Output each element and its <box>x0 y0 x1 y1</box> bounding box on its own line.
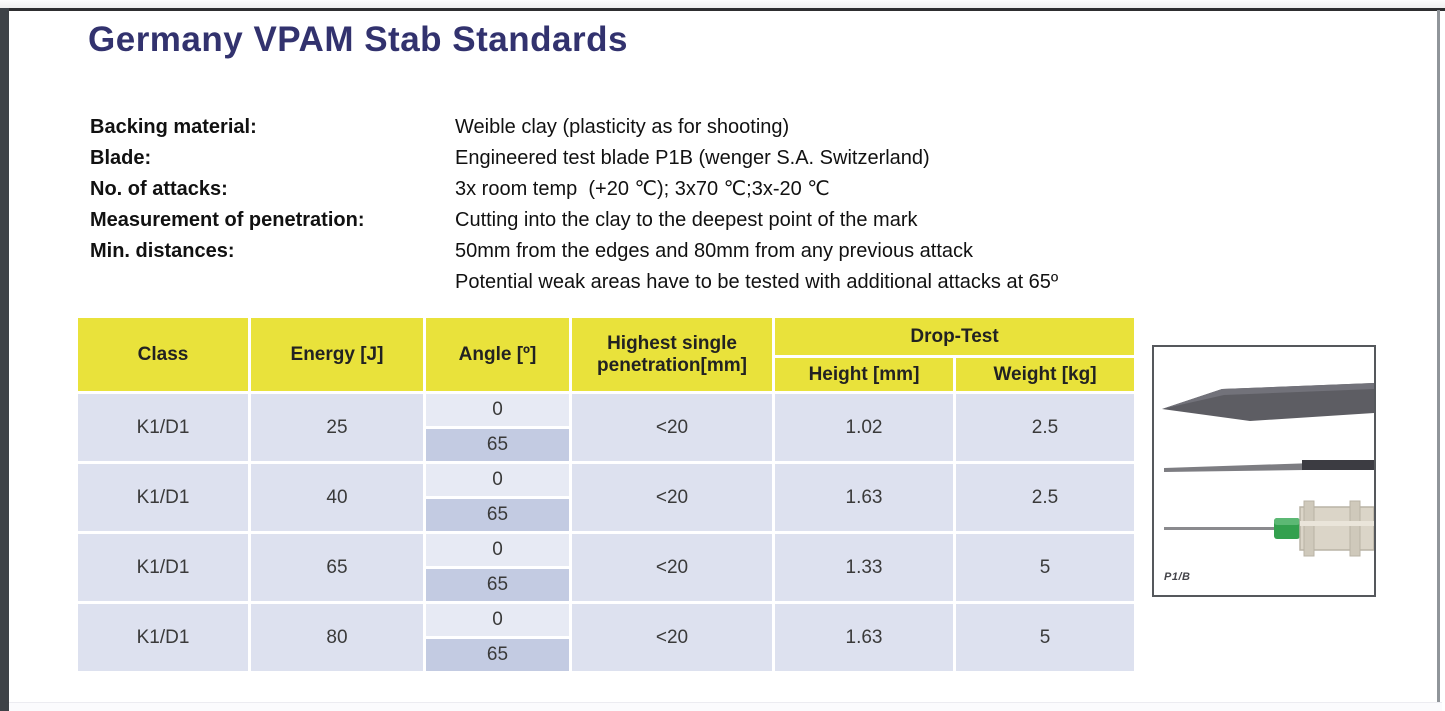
cell-weight: 5 <box>956 534 1134 601</box>
cell-height: 1.33 <box>775 534 953 601</box>
cell-class: K1/D1 <box>78 604 248 671</box>
spec-label: No. of attacks: <box>90 178 228 200</box>
cell-angle-0: 0 <box>426 604 569 636</box>
cell-angle-0: 0 <box>426 394 569 426</box>
test-blade-icon <box>1162 383 1374 421</box>
cell-angle-65: 65 <box>426 499 569 531</box>
spec-label: Backing material: <box>90 116 257 138</box>
cell-weight: 2.5 <box>956 394 1134 461</box>
cell-penetration: <20 <box>572 394 772 461</box>
table-row: K1/D1 80 0 <20 1.63 5 <box>78 604 1134 671</box>
cell-angle-0: 0 <box>426 464 569 496</box>
stab-standards-table: Class Energy [J] Angle [º] Highest singl… <box>75 315 1137 674</box>
cell-height: 1.63 <box>775 464 953 531</box>
cell-weight: 2.5 <box>956 464 1134 531</box>
cell-class: K1/D1 <box>78 394 248 461</box>
spec-value: Potential weak areas have to be tested w… <box>455 271 1059 293</box>
col-header-weight: Weight [kg] <box>956 358 1134 391</box>
cell-energy: 25 <box>251 394 423 461</box>
window-top-border <box>0 8 1445 11</box>
cell-energy: 40 <box>251 464 423 531</box>
spec-value: 50mm from the edges and 80mm from any pr… <box>455 240 974 262</box>
blade-figure-graphic <box>1162 383 1374 557</box>
col-header-energy: Energy [J] <box>251 318 423 391</box>
window-left-border <box>0 8 9 711</box>
table-subrow: 65 <box>78 639 1134 671</box>
cell-height: 1.63 <box>775 604 953 671</box>
spec-value: 3x room temp (+20 ℃); 3x70 ℃;3x-20 ℃ <box>455 178 830 200</box>
spec-label: Blade: <box>90 147 152 169</box>
cell-weight: 5 <box>956 604 1134 671</box>
cell-class: K1/D1 <box>78 534 248 601</box>
spec-label: Measurement of penetration: <box>90 209 365 231</box>
spec-label: Min. distances: <box>90 240 235 262</box>
cell-penetration: <20 <box>572 464 772 531</box>
cell-energy: 65 <box>251 534 423 601</box>
cell-penetration: <20 <box>572 604 772 671</box>
table-subrow: 65 <box>78 569 1134 601</box>
table-row: K1/D1 25 0 <20 1.02 2.5 <box>78 394 1134 461</box>
spec-label <box>90 267 455 298</box>
cell-angle-65: 65 <box>426 569 569 601</box>
window-top-strip <box>0 0 1445 8</box>
cell-angle-0: 0 <box>426 534 569 566</box>
table-header-row: Class Energy [J] Angle [º] Highest singl… <box>78 318 1134 391</box>
col-header-penetration: Highest single penetration[mm] <box>572 318 772 391</box>
cell-penetration: <20 <box>572 534 772 601</box>
spec-value: Engineered test blade P1B (wenger S.A. S… <box>455 147 930 169</box>
table-subrow: 65 <box>78 429 1134 461</box>
spec-list: Backing material: Weible clay (plasticit… <box>90 112 1058 298</box>
col-header-height: Height [mm] <box>775 358 953 391</box>
col-header-angle: Angle [º] <box>426 318 569 391</box>
col-header-class: Class <box>78 318 248 391</box>
table-row: K1/D1 40 0 <20 1.63 2.5 <box>78 464 1134 531</box>
blade-figure: P1/B <box>1152 345 1376 597</box>
window-bottom-strip <box>9 702 1442 711</box>
syringe-needle-icon <box>1164 500 1374 557</box>
cell-height: 1.02 <box>775 394 953 461</box>
figure-caption: P1/B <box>1164 571 1191 583</box>
spec-value: Cutting into the clay to the deepest poi… <box>455 209 918 231</box>
cell-angle-65: 65 <box>426 639 569 671</box>
cell-angle-65: 65 <box>426 429 569 461</box>
table-subheader-row: Height [mm] Weight [kg] <box>78 358 1134 391</box>
cell-class: K1/D1 <box>78 464 248 531</box>
spike-icon <box>1164 460 1374 472</box>
col-header-drop-test: Drop-Test <box>775 318 1134 355</box>
window-right-border <box>1437 10 1440 711</box>
spec-value: Weible clay (plasticity as for shooting) <box>455 116 790 138</box>
table-row: K1/D1 65 0 <20 1.33 5 <box>78 534 1134 601</box>
cell-energy: 80 <box>251 604 423 671</box>
table-subrow: 65 <box>78 499 1134 531</box>
page-title: Germany VPAM Stab Standards <box>88 20 628 59</box>
